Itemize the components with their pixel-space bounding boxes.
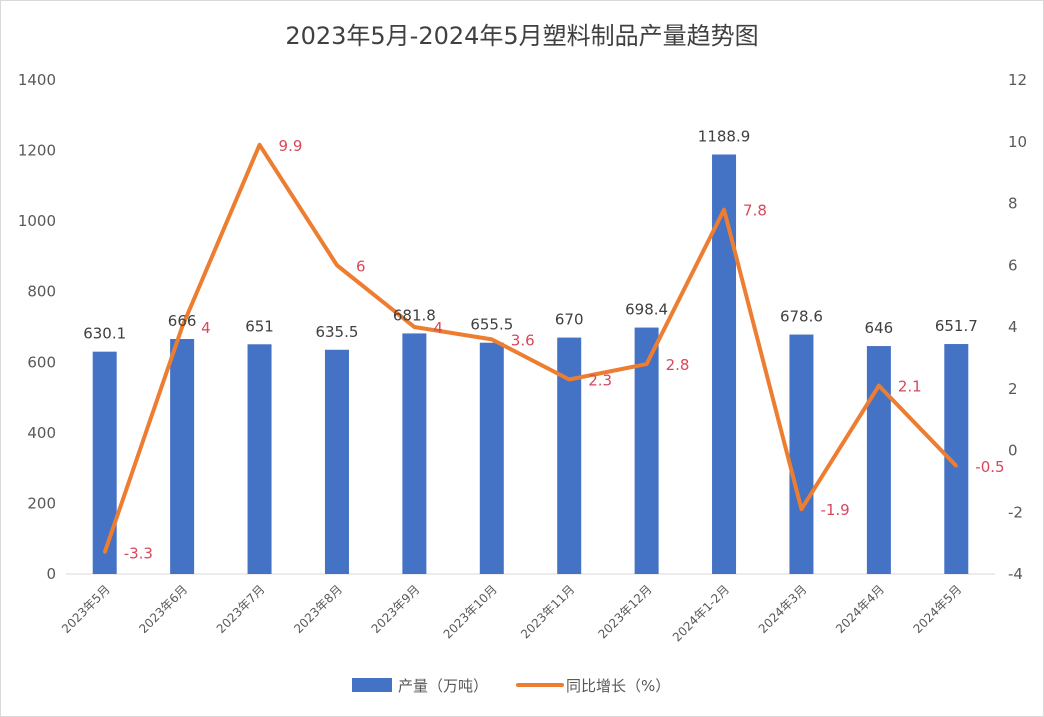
bar-data-label: 698.4 <box>625 301 668 319</box>
y-left-tick-label: 1200 <box>18 142 56 160</box>
x-tick-label: 2023年7月 <box>214 582 268 636</box>
bar <box>866 346 891 574</box>
y-left-tick-label: 1400 <box>18 71 56 89</box>
y-right-tick-label: -2 <box>1008 503 1023 521</box>
x-tick-label: 2023年10月 <box>441 582 500 641</box>
line-point <box>567 377 571 381</box>
bar-data-label: 678.6 <box>780 308 823 326</box>
chart-title: 2023年5月-2024年5月塑料制品产量趋势图 <box>285 22 758 50</box>
bar-data-label: 630.1 <box>83 325 126 343</box>
x-tick-label: 2024年1-2月 <box>670 582 732 644</box>
bar <box>170 338 195 574</box>
line-point <box>258 143 262 147</box>
bar-data-label: 681.8 <box>393 306 436 324</box>
line-point <box>722 208 726 212</box>
y-right-tick-label: 6 <box>1008 256 1018 274</box>
line-data-label: 2.3 <box>588 371 612 389</box>
line-data-label: 7.8 <box>743 202 767 220</box>
line-point <box>799 507 803 511</box>
y-right-tick-label: 8 <box>1008 195 1018 213</box>
y-right-tick-label: 2 <box>1008 380 1018 398</box>
legend-label-bar: 产量（万吨） <box>398 677 488 695</box>
line-data-label: -1.9 <box>820 501 849 519</box>
growth-line <box>102 142 958 554</box>
x-tick-label: 2023年9月 <box>369 582 423 636</box>
y-left-tick-label: 800 <box>27 283 56 301</box>
y-left-tick-label: 600 <box>27 353 56 371</box>
y-left-tick-label: 1000 <box>18 212 56 230</box>
legend-swatch-bar <box>352 678 392 692</box>
y-right-tick-label: -4 <box>1008 565 1023 583</box>
bar-data-label: 1188.9 <box>698 127 751 145</box>
bar <box>324 349 349 574</box>
bar <box>479 342 504 574</box>
x-tick-label: 2023年6月 <box>136 582 190 636</box>
line-data-label: 4 <box>201 319 211 337</box>
y-right-tick-label: 10 <box>1008 133 1027 151</box>
y-left-tick-label: 400 <box>27 424 56 442</box>
line-data-label: 4 <box>433 319 443 337</box>
bar-data-label: 655.5 <box>470 316 513 334</box>
x-tick-label: 2023年8月 <box>291 582 345 636</box>
legend-label-line: 同比增长（%） <box>566 677 670 695</box>
line-data-label: -3.3 <box>124 544 153 562</box>
line-point <box>877 384 881 388</box>
line-data-label: 3.6 <box>511 331 535 349</box>
y-right-tick-label: 12 <box>1008 71 1027 89</box>
bar-data-label: 670 <box>555 311 584 329</box>
bar-data-label: 635.5 <box>315 323 358 341</box>
line-point <box>103 550 107 554</box>
x-tick-label: 2023年11月 <box>518 582 577 641</box>
legend: 产量（万吨） 同比增长（%） <box>352 677 670 695</box>
line-data-label: 9.9 <box>279 137 303 155</box>
line-data-label: -0.5 <box>975 458 1004 476</box>
bar <box>789 334 814 574</box>
bar-data-label: 651 <box>245 317 274 335</box>
line-point <box>645 362 649 366</box>
bar-data-label: 666 <box>168 312 197 330</box>
bar <box>92 351 117 574</box>
bar <box>247 344 272 574</box>
line-data-label: 2.8 <box>666 356 690 374</box>
y-right-tick-label: 0 <box>1008 442 1018 460</box>
line-point <box>335 263 339 267</box>
bar <box>402 333 427 574</box>
line-point <box>954 464 958 468</box>
line-point <box>490 337 494 341</box>
x-tick-label: 2024年4月 <box>833 582 887 636</box>
x-tick-label: 2023年5月 <box>59 582 113 636</box>
line-point <box>412 325 416 329</box>
bar-data-label: 646 <box>865 319 894 337</box>
bar-data-label: 651.7 <box>935 317 978 335</box>
line-point <box>180 325 184 329</box>
line-data-label: 6 <box>356 257 366 275</box>
y-left-tick-label: 200 <box>27 494 56 512</box>
line-data-label: 2.1 <box>898 378 922 396</box>
x-tick-label: 2023年12月 <box>595 582 654 641</box>
y-left-tick-label: 0 <box>46 565 56 583</box>
bar <box>634 327 659 574</box>
y-right-tick-label: 4 <box>1008 318 1018 336</box>
x-tick-label: 2024年5月 <box>911 582 965 636</box>
x-tick-label: 2024年3月 <box>756 582 810 636</box>
